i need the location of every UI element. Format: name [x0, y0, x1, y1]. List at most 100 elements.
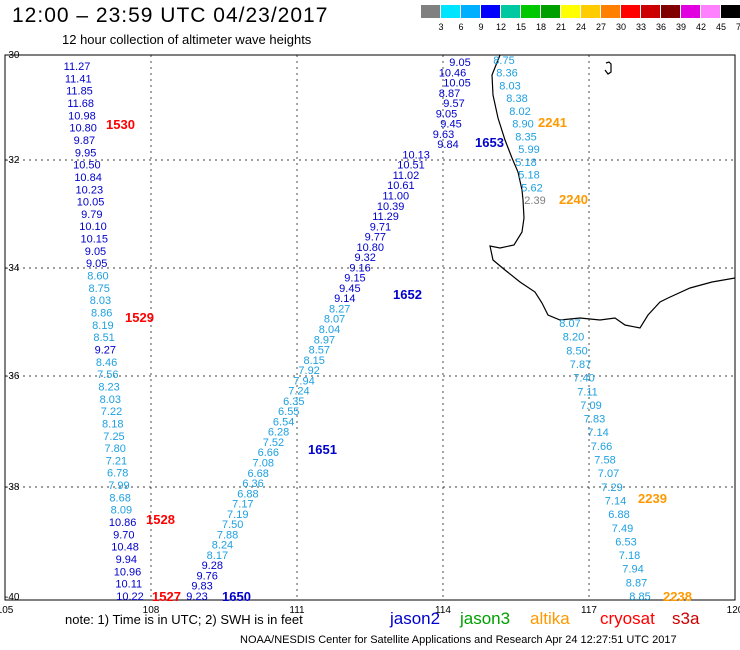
swh-value: 11.41 — [65, 73, 92, 85]
scale-swatch — [521, 5, 540, 18]
scale-label: 42 — [695, 22, 706, 32]
scale-label: 24 — [575, 22, 586, 32]
swh-value: 7.29 — [601, 482, 622, 494]
swh-value: 7.17 — [232, 499, 253, 511]
swh-value: 10.46 — [439, 67, 467, 79]
legend-jason3: jason3 — [460, 609, 511, 628]
swh-value: 8.02 — [509, 106, 530, 118]
pass-label: 1530 — [106, 117, 135, 132]
swh-value: 7.80 — [104, 443, 125, 455]
scale-swatch — [701, 5, 720, 18]
swh-value: 11.29 — [372, 211, 399, 223]
swh-value: 6.88 — [237, 488, 258, 500]
swh-value: 7.83 — [584, 414, 605, 426]
swh-value: 7.40 — [573, 373, 594, 385]
swh-value: 8.36 — [496, 68, 517, 80]
swh-value: 9.16 — [349, 262, 370, 274]
longitude-label: 111 — [289, 605, 305, 616]
scale-swatch — [621, 5, 640, 18]
swh-value: 7.94 — [293, 375, 314, 387]
latitude-label: -36 — [5, 371, 20, 382]
swh-value: 7.52 — [263, 437, 284, 449]
units-note: note: 1) Time is in UTC; 2) SWH is in fe… — [65, 612, 303, 627]
swh-value: 9.70 — [113, 529, 134, 541]
scale-label: 9 — [478, 22, 484, 32]
swh-value: 7.87 — [570, 359, 591, 371]
swh-value: 8.86 — [91, 308, 112, 320]
swh-value: 8.27 — [329, 303, 350, 315]
swh-value: 10.13 — [402, 149, 430, 161]
swh-value: 10.48 — [111, 542, 139, 554]
swh-value: 9.57 — [443, 98, 464, 110]
swh-value: 8.35 — [515, 131, 536, 143]
swh-value: 11.68 — [67, 98, 94, 110]
swh-value: 8.85 — [629, 591, 650, 603]
swh-value: 9.15 — [344, 273, 365, 285]
swh-value: 7.50 — [222, 519, 243, 531]
swh-value: 10.05 — [77, 197, 105, 209]
credit-line: NOAA/NESDIS Center for Satellite Applica… — [240, 634, 677, 646]
pass-label: 1652 — [393, 287, 422, 302]
swh-value: 9.23 — [186, 591, 207, 603]
swh-value: 9.28 — [202, 560, 223, 572]
swh-value: 7.56 — [97, 369, 118, 381]
scale-label: 6 — [458, 22, 464, 32]
swh-value: 10.80 — [69, 123, 97, 135]
swh-value: 10.22 — [116, 591, 144, 603]
pass-label: 2239 — [638, 491, 667, 506]
legend-cryosat: cryosat — [600, 609, 655, 628]
latitude-labels: -30 -32 -34 -36 -38 -40 — [5, 50, 20, 603]
swh-value: 8.87 — [626, 577, 647, 589]
swh-value: 9.27 — [95, 344, 116, 356]
scale-swatch — [481, 5, 500, 18]
swh-value: 8.46 — [96, 357, 117, 369]
swh-value: 8.03 — [499, 80, 520, 92]
swh-value: 10.05 — [443, 78, 471, 90]
scale-label: 15 — [515, 22, 526, 32]
swh-value: 8.75 — [88, 283, 109, 295]
swh-value: 7.14 — [587, 427, 608, 439]
swh-value: 6.36 — [242, 478, 263, 490]
swh-value: 7.09 — [580, 400, 601, 412]
swh-value: 8.87 — [439, 88, 460, 100]
swh-value: 10.84 — [74, 172, 102, 184]
map-subtitle: 12 hour collection of altimeter wave hei… — [62, 32, 312, 47]
swh-value: 9.05 — [436, 108, 457, 120]
swh-value: 10.50 — [73, 160, 101, 172]
swh-value: 8.20 — [563, 332, 584, 344]
swh-value: 6.88 — [608, 509, 629, 521]
scale-label: 27 — [595, 22, 606, 32]
swh-value: 5.18 — [515, 157, 536, 169]
swh-value: 7.66 — [591, 441, 612, 453]
scale-swatch — [721, 5, 740, 18]
swh-value: 7.58 — [594, 455, 615, 467]
swh-value: 10.39 — [377, 201, 405, 213]
longitude-label: 120 — [727, 605, 740, 616]
swh-value: 11.02 — [393, 170, 420, 182]
pass-label: 2238 — [663, 589, 692, 604]
legend-altika: altika — [530, 609, 570, 628]
swh-value: 7.49 — [612, 523, 633, 535]
swh-value: 7.21 — [106, 455, 127, 467]
scale-label: 18 — [535, 22, 546, 32]
swh-value: 9.05 — [86, 258, 107, 270]
swh-value: 9.77 — [365, 232, 386, 244]
swh-value: 9.71 — [370, 221, 391, 233]
pass-label: 1527 — [152, 589, 181, 604]
pass-label: 2240 — [559, 192, 588, 207]
scale-label: 33 — [635, 22, 646, 32]
pass-label: 1528 — [146, 512, 175, 527]
longitude-labels: 105 108 111 114 117 120 — [0, 605, 740, 616]
swh-value: 8.24 — [212, 540, 233, 552]
swh-value: 10.86 — [109, 517, 137, 529]
swh-value: 7.24 — [288, 386, 309, 398]
scale-label: 70 — [735, 22, 740, 32]
swh-value: 6.28 — [268, 427, 289, 439]
scale-swatch — [581, 5, 600, 18]
swh-value: 10.51 — [397, 160, 425, 172]
altimeter-tracks: 11.2711.4111.8511.6810.9810.809.879.9510… — [64, 55, 651, 603]
swh-value: 8.03 — [100, 394, 121, 406]
scale-swatch — [541, 5, 560, 18]
swh-value: 9.05 — [449, 57, 470, 69]
